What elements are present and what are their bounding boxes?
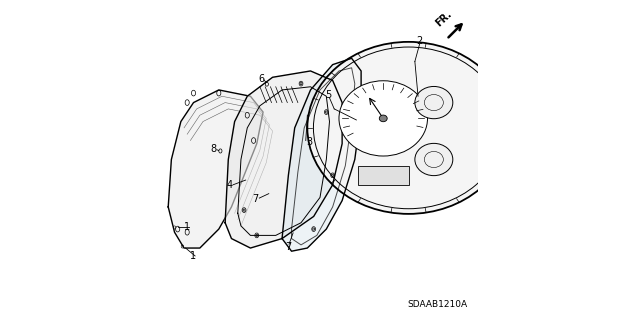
Polygon shape [168,90,263,248]
Ellipse shape [339,81,428,156]
Polygon shape [282,58,361,251]
Bar [358,166,408,185]
Ellipse shape [380,115,387,122]
Text: 6: 6 [259,74,264,84]
Text: 1: 1 [191,251,196,261]
Text: 3: 3 [306,137,312,147]
Text: FR.: FR. [433,9,453,29]
Ellipse shape [415,143,453,176]
Text: 2: 2 [417,36,423,46]
Text: SDAAB1210A: SDAAB1210A [407,300,467,309]
Text: 4: 4 [227,180,233,190]
Text: 5: 5 [324,90,331,100]
Text: 8: 8 [211,145,216,154]
Ellipse shape [415,86,453,119]
Polygon shape [225,71,342,248]
Text: 1: 1 [184,222,190,233]
Text: 7: 7 [252,194,259,204]
Text: 7: 7 [285,242,291,252]
Ellipse shape [307,42,509,214]
